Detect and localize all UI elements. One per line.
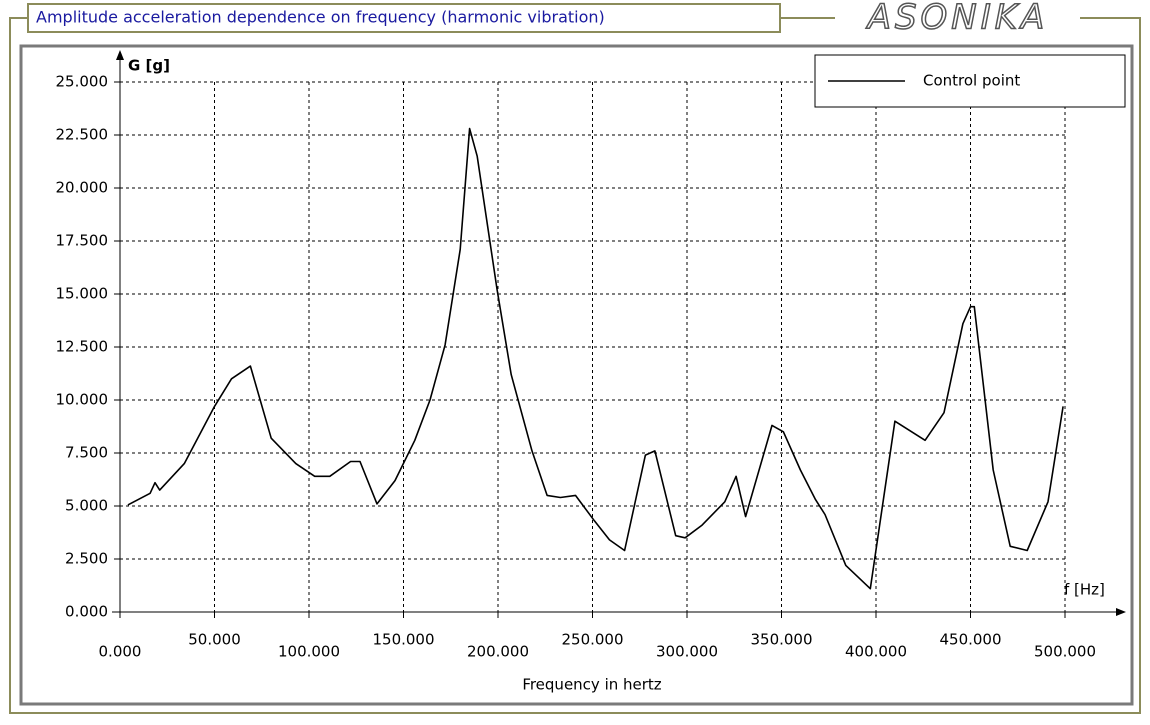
y-tick-label: 22.500 xyxy=(56,126,109,144)
y-tick-label: 25.000 xyxy=(56,73,109,91)
x-tick-label: 500.000 xyxy=(1034,643,1096,661)
legend-label: Control point xyxy=(923,72,1020,90)
logo: ASONIKA xyxy=(866,0,1049,38)
x-tick-label: 0.000 xyxy=(99,643,142,661)
x-tick-label: 150.000 xyxy=(372,631,434,649)
y-tick-label: 7.500 xyxy=(65,444,108,462)
y-tick-label: 20.000 xyxy=(56,179,109,197)
title-box xyxy=(27,3,781,33)
y-arrow xyxy=(116,50,124,60)
y-tick-label: 2.500 xyxy=(65,550,108,568)
x-tick-label: 50.000 xyxy=(188,631,241,649)
plot-panel xyxy=(19,44,1134,706)
logo-bg xyxy=(835,2,1080,34)
y-tick-label: 17.500 xyxy=(56,232,109,250)
x-arrow xyxy=(1116,608,1126,616)
x-tick-label: 400.000 xyxy=(845,643,907,661)
x-axis-name: f [Hz] xyxy=(1064,581,1105,599)
x-tick-label: 200.000 xyxy=(467,643,529,661)
y-tick-label: 5.000 xyxy=(65,497,108,515)
x-axis-label: Frequency in hertz xyxy=(522,676,661,694)
data-line xyxy=(127,127,1064,590)
x-tick-label: 450.000 xyxy=(939,631,1001,649)
y-tick-label: 10.000 xyxy=(56,391,109,409)
chart-title: Amplitude acceleration dependence on fre… xyxy=(36,8,605,27)
x-tick-label: 300.000 xyxy=(656,643,718,661)
y-tick-label: 15.000 xyxy=(56,285,109,303)
y-tick-label: 0.000 xyxy=(65,603,108,621)
x-tick-label: 250.000 xyxy=(561,631,623,649)
x-tick-label: 100.000 xyxy=(278,643,340,661)
y-axis-name: G [g] xyxy=(128,57,170,75)
legend: Control point xyxy=(814,54,1126,108)
y-tick-label: 12.500 xyxy=(56,338,109,356)
x-tick-label: 350.000 xyxy=(750,631,812,649)
